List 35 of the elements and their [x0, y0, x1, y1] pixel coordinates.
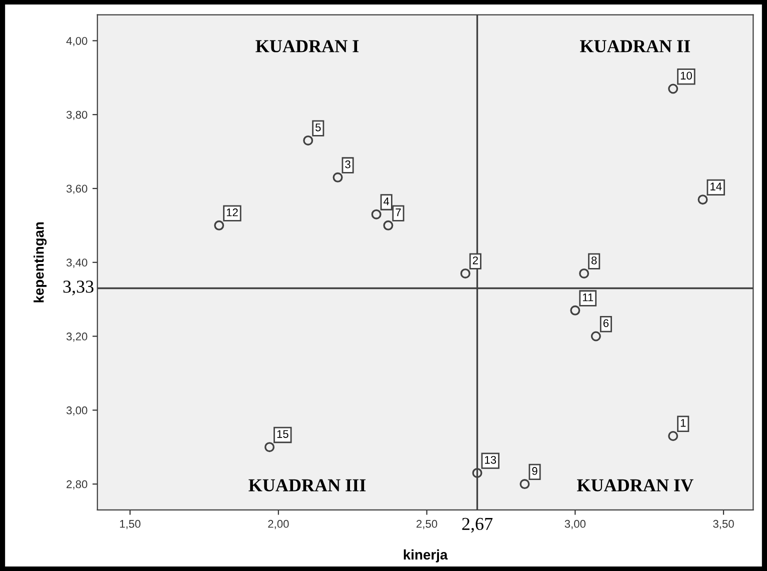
- annotation: 10: [680, 72, 692, 80]
- annotation: 3: [345, 160, 350, 168]
- x-tick-label: 1,50: [120, 520, 140, 530]
- annotation: 4: [384, 197, 390, 206]
- annotation: 1: [680, 419, 686, 427]
- y-tick-label: 3,20: [66, 332, 88, 342]
- x-axis-title: kinerja: [404, 549, 448, 562]
- annotation: 14: [710, 182, 722, 190]
- annotation: KUADRAN II: [580, 40, 690, 52]
- y-tick-label: 2,80: [66, 480, 88, 490]
- annotation: 7: [396, 208, 401, 216]
- y-tick-label: 3,40: [66, 258, 88, 268]
- y-tick-label: 4,00: [66, 36, 88, 46]
- x-tick-label: 2,00: [268, 520, 289, 530]
- y-tick-label: 3,80: [66, 110, 88, 120]
- x-tick-label: 3,50: [713, 520, 734, 530]
- annotation: 5: [315, 124, 321, 132]
- y-tick-label: 3,60: [66, 184, 88, 194]
- annotation: 8: [591, 256, 597, 264]
- annotation: 2: [472, 256, 478, 264]
- y-tick-label: 3,00: [66, 406, 88, 416]
- annotation: 15: [277, 430, 288, 438]
- annotation: 6: [603, 319, 609, 328]
- annotation: 9: [532, 467, 538, 475]
- x-tick-label: 3,00: [564, 520, 586, 530]
- ref-line-label: 3,33: [63, 280, 94, 296]
- annotation: KUADRAN I: [256, 40, 359, 52]
- annotation: 12: [226, 208, 238, 216]
- annotation: 11: [582, 294, 594, 302]
- x-tick-label: 2,50: [416, 520, 438, 530]
- ref-line-label: 2,67: [462, 518, 493, 533]
- y-axis-title: kepentingan: [34, 222, 47, 302]
- annotation: KUADRAN III: [248, 479, 366, 492]
- annotation: KUADRAN IV: [577, 479, 694, 492]
- annotation: 13: [485, 456, 496, 464]
